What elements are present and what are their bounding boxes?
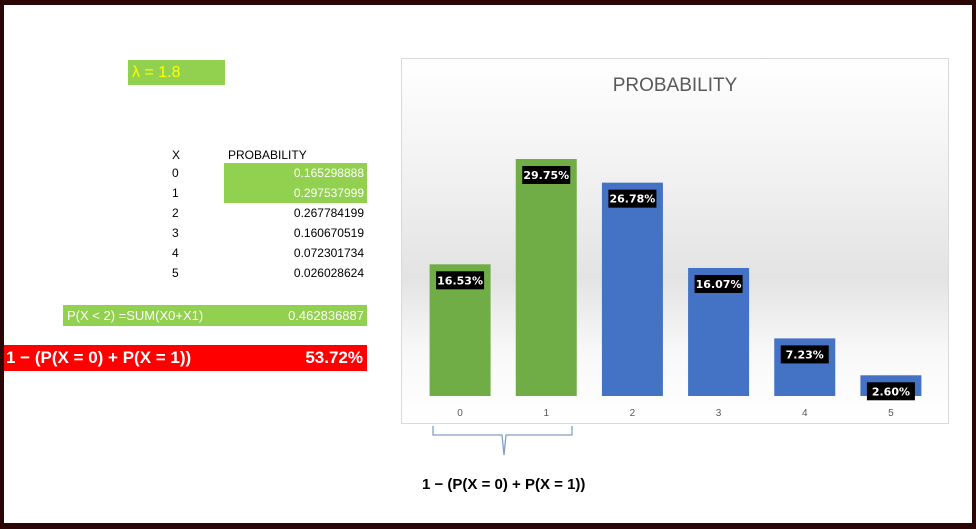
sum-row[interactable]: P(X < 2) =SUM(X0+X1) 0.462836887	[63, 305, 367, 326]
probability-chart[interactable]: PROBABILITY 16.53% 0 29.75% 1 26.78% 2 16.07% 3…	[401, 58, 949, 424]
x-tick-label: 0	[457, 408, 463, 419]
probability-cell[interactable]: 0.160670519	[293, 226, 364, 240]
brace-label: 1 − (P(X = 0) + P(X = 1))	[422, 476, 586, 493]
x-cell[interactable]: 3	[172, 226, 179, 240]
brace-icon	[432, 426, 573, 456]
data-label-box	[436, 271, 485, 290]
x-cell[interactable]: 2	[172, 206, 179, 220]
probability-cell[interactable]: 0.026028624	[293, 266, 364, 280]
bar-1[interactable]	[515, 158, 577, 396]
complement-row[interactable]: 1 − (P(X = 0) + P(X = 1)) 53.72%	[4, 345, 367, 371]
complement-label: 1 − (P(X = 0) + P(X = 1))	[6, 348, 192, 367]
x-tick-label: 3	[716, 408, 722, 419]
x-cell[interactable]: 1	[172, 186, 179, 200]
sum-value: 0.462836887	[288, 308, 364, 323]
data-label: 16.53%	[437, 274, 483, 287]
chart-canvas: PROBABILITY 16.53% 0 29.75% 1 26.78% 2 16.07% 3…	[429, 75, 922, 419]
x-header: X	[172, 148, 181, 162]
data-label-box	[694, 274, 743, 293]
complement-value: 53.72%	[305, 348, 363, 367]
data-label: 7.23%	[786, 348, 824, 361]
data-label-box	[608, 189, 657, 208]
x-tick-label: 1	[543, 408, 549, 419]
bar-2[interactable]	[601, 182, 663, 396]
sum-label: P(X < 2) =SUM(X0+X1)	[67, 308, 204, 323]
data-label-box	[866, 382, 915, 401]
spreadsheet: λ = 1.8 X PROBABILITY 0 0.165298888 1 0.…	[4, 5, 972, 523]
data-label: 29.75%	[523, 169, 569, 182]
x-tick-label: 2	[630, 408, 636, 419]
x-tick-label: 4	[802, 408, 808, 419]
data-label: 26.78%	[610, 193, 656, 206]
data-label: 2.60%	[872, 385, 910, 398]
lambda-cell[interactable]: λ = 1.8	[128, 60, 225, 85]
probability-cell[interactable]: 0.072301734	[293, 246, 364, 260]
probability-cell[interactable]: 0.165298888	[224, 163, 367, 183]
x-cell[interactable]: 0	[172, 166, 179, 180]
probability-header: PROBABILITY	[228, 148, 307, 162]
probability-cell[interactable]: 0.267784199	[293, 206, 364, 220]
x-cell[interactable]: 4	[172, 246, 179, 260]
chart-title: PROBABILITY	[613, 75, 738, 96]
data-label-box	[522, 165, 571, 184]
probability-cell[interactable]: 0.297537999	[224, 183, 367, 203]
x-cell[interactable]: 5	[172, 266, 179, 280]
data-label: 16.07%	[696, 278, 742, 291]
data-label-box	[780, 345, 829, 364]
x-tick-label: 5	[888, 408, 894, 419]
